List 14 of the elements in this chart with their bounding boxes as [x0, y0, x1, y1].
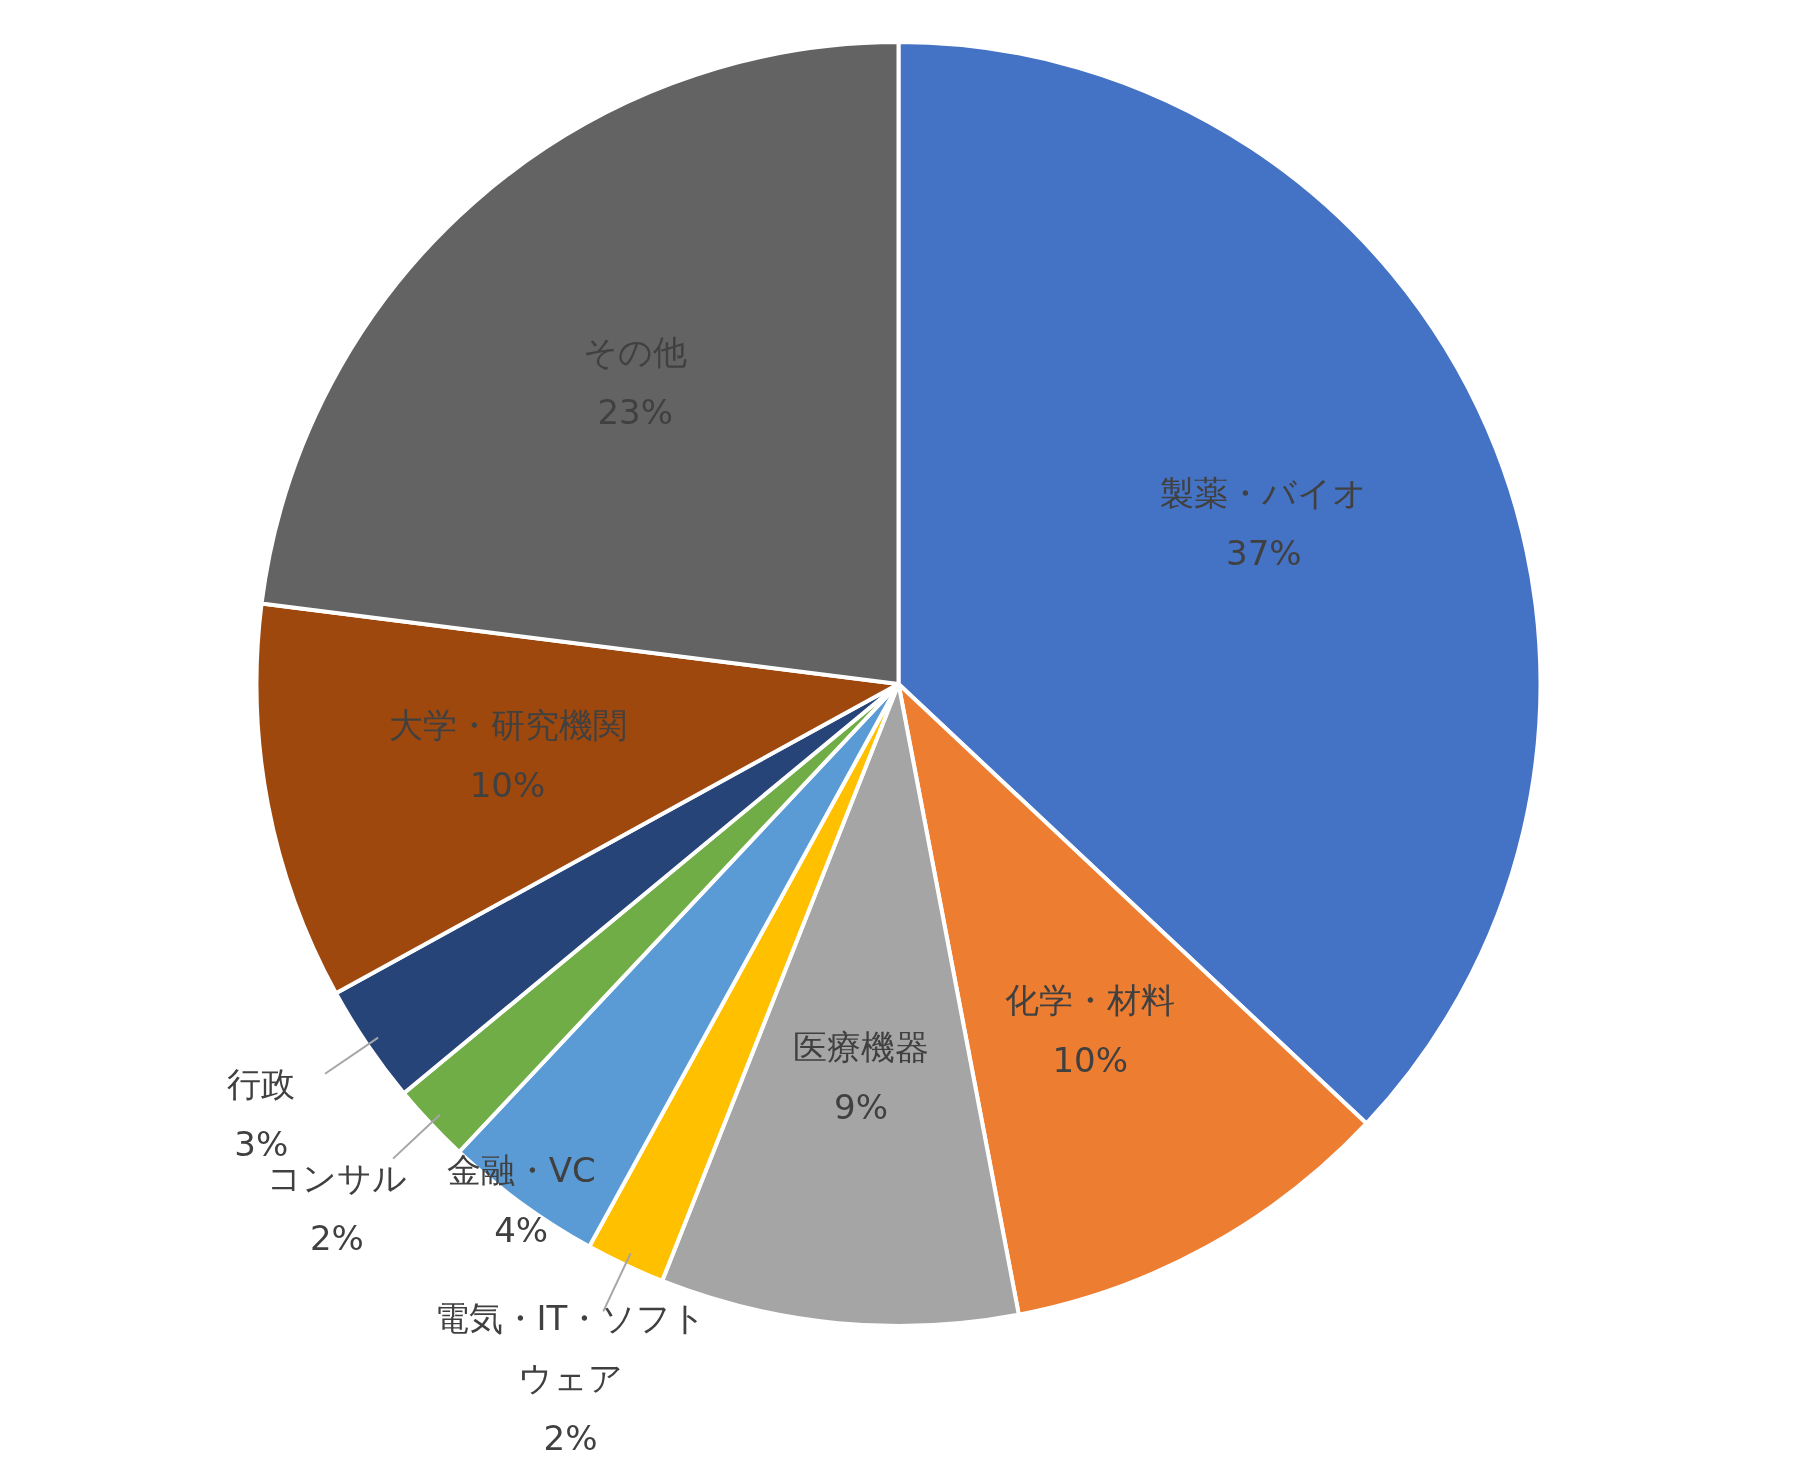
data-label: 37% [1226, 532, 1302, 573]
data-label: 10% [469, 765, 546, 806]
slice-label: 医療機器 [793, 1027, 930, 1068]
slice-label: 大学・研究機関 [388, 705, 627, 746]
data-label: 10% [1052, 1039, 1129, 1080]
slice-label: 行政 [227, 1063, 296, 1104]
slice-label: 化学・材料 [1005, 979, 1176, 1020]
slice-label: 金融・VC [446, 1150, 596, 1191]
data-label: 2% [309, 1218, 364, 1259]
data-label: 9% [834, 1087, 889, 1128]
data-label: 4% [494, 1210, 549, 1251]
data-label: 2% [543, 1417, 598, 1458]
slice-label: 電気・IT・ソフトウェア [434, 1297, 707, 1398]
slice-label: 製薬・バイオ [1160, 472, 1368, 513]
